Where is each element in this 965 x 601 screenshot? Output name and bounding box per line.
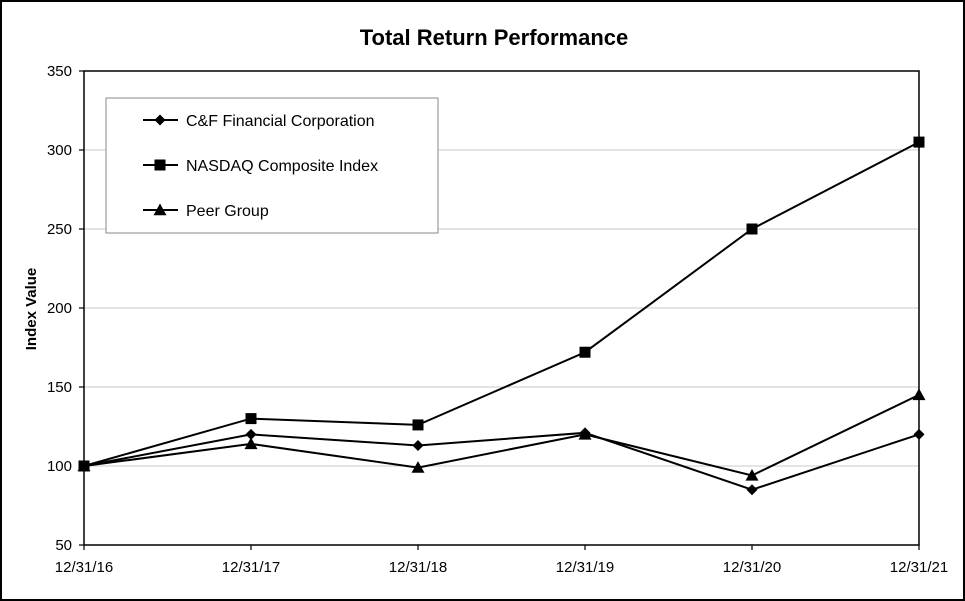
data-point (411, 461, 425, 473)
legend-item: Peer Group (143, 203, 269, 220)
x-tick-label: 12/31/21 (890, 559, 948, 576)
data-point (412, 419, 424, 431)
data-point (244, 437, 258, 450)
y-tick-label: 200 (47, 300, 72, 317)
legend-marker (154, 159, 166, 171)
x-tick-label: 12/31/18 (389, 559, 447, 576)
data-point (746, 223, 758, 235)
legend-marker (153, 203, 167, 216)
legend: C&F Financial Corporation NASDAQ Composit… (105, 97, 439, 234)
legend-item: C&F Financial Corporation (143, 113, 375, 130)
series-line (83, 393, 920, 477)
legend-label: NASDAQ Composite Index (186, 158, 378, 175)
data-point (745, 468, 759, 481)
x-tick-label: 12/31/19 (556, 559, 614, 576)
data-point (579, 346, 591, 358)
y-axis: 50 100 150 200 250 300 350 (47, 63, 84, 554)
y-tick-label: 50 (55, 537, 72, 554)
y-tick-label: 300 (47, 142, 72, 159)
data-point (412, 439, 424, 451)
data-point (245, 413, 257, 425)
x-axis: 12/31/16 12/31/17 12/31/18 12/31/19 12/31/20… (55, 545, 948, 576)
data-point (578, 427, 592, 440)
y-axis-label: Index Value (23, 268, 40, 351)
data-point (245, 428, 257, 440)
legend-item: NASDAQ Composite Index (143, 158, 378, 175)
legend-marker (154, 114, 166, 126)
series-diamond (78, 427, 925, 496)
series-triangle (77, 388, 926, 481)
legend-label: C&F Financial Corporation (186, 113, 375, 130)
y-tick-label: 100 (47, 458, 72, 475)
x-tick-label: 12/31/20 (723, 559, 781, 576)
data-point (746, 484, 758, 496)
y-tick-label: 350 (47, 63, 72, 80)
x-tick-label: 12/31/16 (55, 559, 113, 576)
legend-label: Peer Group (186, 203, 269, 220)
y-tick-label: 150 (47, 379, 72, 396)
series-line (83, 431, 920, 491)
chart-title: Total Return Performance (360, 25, 629, 50)
data-point (77, 459, 91, 472)
x-tick-label: 12/31/17 (222, 559, 280, 576)
data-point (912, 388, 926, 401)
y-tick-label: 250 (47, 221, 72, 238)
data-point (913, 136, 925, 148)
series-line (83, 141, 920, 467)
series-group (77, 136, 926, 496)
data-point (913, 428, 925, 440)
